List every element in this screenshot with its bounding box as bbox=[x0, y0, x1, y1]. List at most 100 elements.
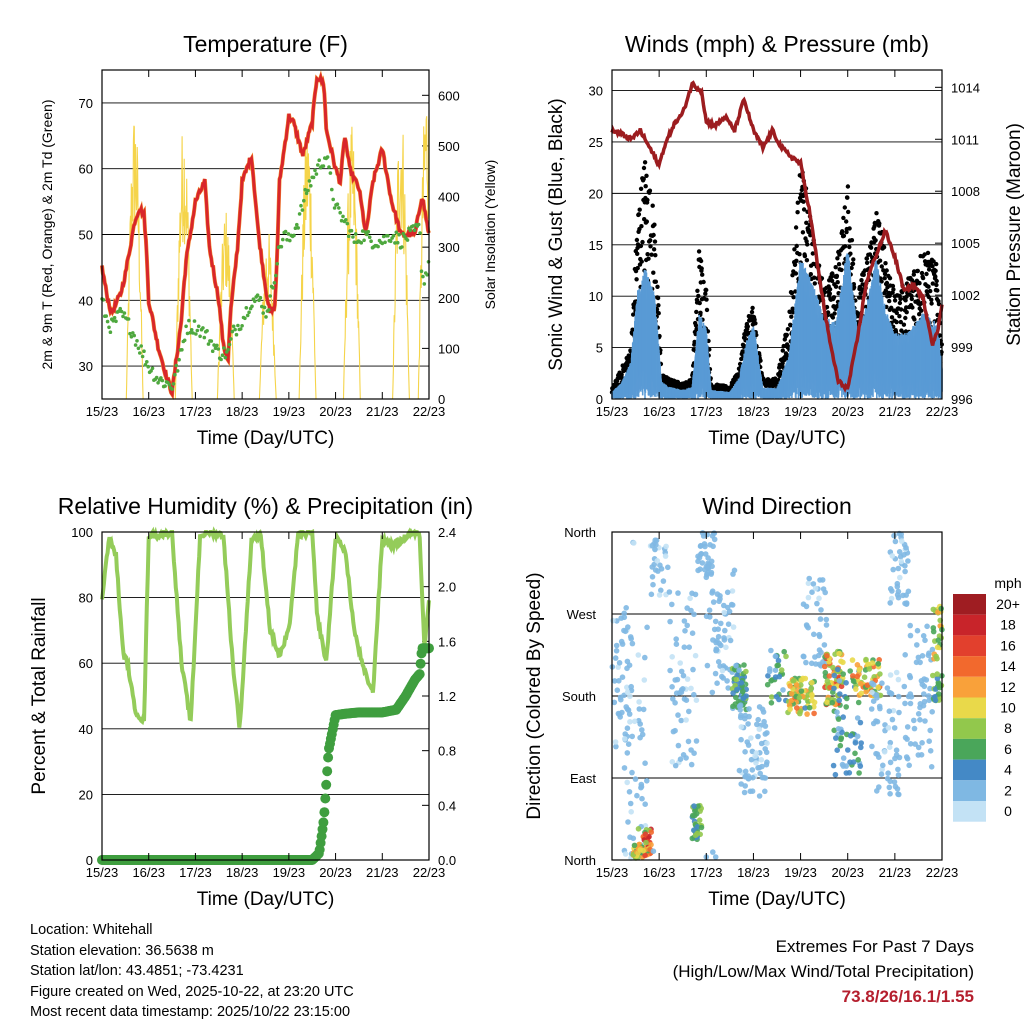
dewpoint-dot bbox=[376, 244, 380, 249]
direction-dot bbox=[709, 689, 716, 696]
dewpoint-dot bbox=[339, 218, 344, 223]
x-tick-label: 15/23 bbox=[86, 404, 119, 419]
direction-dot bbox=[669, 684, 675, 690]
direction-dot bbox=[889, 553, 896, 559]
direction-dot bbox=[880, 762, 886, 769]
direction-dot bbox=[919, 653, 926, 659]
dewpoint-dot bbox=[112, 315, 117, 320]
direction-dot bbox=[713, 646, 720, 652]
direction-dot bbox=[885, 725, 892, 731]
direction-dot bbox=[725, 685, 731, 691]
direction-dot bbox=[843, 680, 849, 686]
dewpoint-dot bbox=[238, 327, 243, 331]
gust-dot bbox=[698, 258, 704, 264]
direction-dot bbox=[628, 683, 634, 690]
direction-dot bbox=[938, 605, 944, 612]
direction-dot bbox=[887, 759, 894, 766]
y-right-tick-label: 1011 bbox=[951, 132, 979, 147]
direction-dot bbox=[678, 717, 684, 724]
dewpoint-dot bbox=[274, 273, 278, 278]
solar-line bbox=[417, 116, 430, 400]
direction-dot bbox=[709, 590, 715, 596]
direction-dot bbox=[693, 738, 700, 744]
direction-dot bbox=[629, 640, 636, 647]
direction-dot bbox=[755, 733, 761, 740]
direction-dot bbox=[742, 749, 748, 755]
y-right-tick-label: 200 bbox=[438, 291, 460, 306]
direction-dot bbox=[861, 674, 868, 680]
dewpoint-dot bbox=[304, 191, 309, 196]
direction-dot bbox=[755, 716, 761, 723]
direction-dot bbox=[691, 827, 697, 833]
gust-dot bbox=[785, 327, 791, 332]
direction-dot bbox=[675, 712, 681, 718]
direction-dot bbox=[830, 762, 837, 769]
direction-dot bbox=[759, 706, 766, 713]
gust-dot bbox=[924, 271, 929, 277]
dewpoint-dot bbox=[234, 332, 239, 337]
dewpoint-dot bbox=[335, 202, 340, 206]
direction-dot bbox=[629, 733, 635, 740]
gust-dot bbox=[653, 253, 658, 258]
direction-dot bbox=[622, 851, 629, 857]
gust-dot bbox=[637, 207, 642, 212]
gust-dot bbox=[929, 301, 934, 306]
gust-dot bbox=[922, 252, 927, 257]
gust-dot bbox=[846, 209, 851, 215]
direction-dot bbox=[733, 694, 739, 701]
direction-dot bbox=[699, 560, 706, 566]
direction-dot bbox=[928, 764, 935, 770]
dewpoint-series bbox=[100, 155, 431, 391]
direction-dot bbox=[932, 697, 939, 703]
gust-dot bbox=[877, 221, 882, 226]
x-tick-label: 17/23 bbox=[179, 865, 212, 880]
gust-dot bbox=[844, 219, 849, 224]
direction-dot bbox=[730, 571, 736, 577]
direction-dot bbox=[677, 756, 684, 762]
direction-dot bbox=[898, 558, 905, 565]
direction-dot bbox=[877, 671, 883, 677]
direction-dot bbox=[624, 658, 631, 665]
direction-dot bbox=[772, 667, 779, 673]
direction-dot bbox=[652, 537, 658, 543]
direction-dot bbox=[655, 568, 661, 574]
gust-dot bbox=[930, 264, 935, 269]
direction-dot bbox=[650, 581, 656, 588]
direction-dot bbox=[907, 741, 914, 747]
precip-dot bbox=[319, 807, 330, 818]
dewpoint-dot bbox=[311, 175, 316, 180]
dewpoint-dot bbox=[219, 357, 223, 362]
direction-dot bbox=[669, 759, 676, 765]
direction-dot bbox=[688, 747, 694, 753]
direction-dot bbox=[864, 682, 871, 688]
direction-dot bbox=[681, 644, 688, 650]
dewpoint-dot bbox=[114, 319, 118, 324]
direction-dot bbox=[624, 750, 631, 756]
direction-dot bbox=[682, 628, 688, 634]
direction-dot bbox=[738, 724, 745, 730]
chart-title: Relative Humidity (%) & Precipitation (i… bbox=[58, 493, 473, 519]
colorbar-swatch bbox=[953, 801, 986, 822]
direction-dot bbox=[628, 809, 634, 815]
direction-dot bbox=[902, 652, 908, 658]
direction-dot bbox=[816, 595, 822, 602]
gust-dot bbox=[903, 315, 908, 321]
direction-dot bbox=[863, 656, 869, 663]
gust-dot bbox=[934, 278, 939, 284]
direction-dot bbox=[798, 688, 805, 694]
gust-dot bbox=[864, 256, 870, 261]
direction-dot bbox=[691, 803, 697, 809]
direction-dot bbox=[921, 683, 928, 690]
direction-dot bbox=[691, 691, 697, 698]
temp-9m-line bbox=[100, 70, 431, 401]
direction-dot bbox=[772, 653, 779, 660]
direction-dot bbox=[912, 741, 918, 747]
dewpoint-dot bbox=[359, 241, 364, 245]
direction-dot bbox=[878, 771, 885, 777]
gust-dot bbox=[791, 295, 796, 300]
direction-dot bbox=[886, 784, 893, 791]
direction-dot bbox=[658, 587, 664, 594]
gust-dot bbox=[935, 288, 940, 293]
x-tick-label: 16/23 bbox=[132, 865, 165, 880]
direction-dot bbox=[887, 600, 893, 606]
